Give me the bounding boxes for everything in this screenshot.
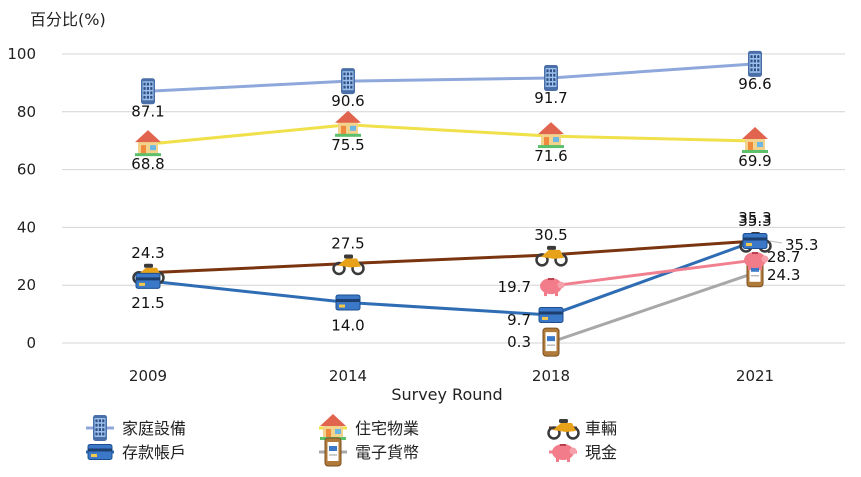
- phone-icon: [748, 50, 762, 77]
- grid-lines: [62, 53, 845, 344]
- legend-label: 現金: [585, 443, 617, 462]
- y-tick-label: 40: [17, 218, 36, 236]
- data-label: 28.7: [767, 248, 800, 266]
- y-axis-title: 百分比(%): [30, 10, 106, 29]
- piggy-bank-icon: [744, 252, 769, 271]
- legend-label: 車輛: [585, 419, 617, 438]
- data-label: 14.0: [331, 317, 364, 335]
- legend-label: 家庭設備: [122, 419, 186, 438]
- series-layer: [132, 50, 772, 357]
- data-label: 90.6: [331, 92, 364, 110]
- data-label: 91.7: [534, 89, 567, 107]
- legend-item: 車輛: [547, 419, 617, 440]
- house-icon: [538, 122, 564, 149]
- house-icon: [335, 110, 361, 137]
- data-label: 87.1: [131, 102, 164, 120]
- piggy-bank-icon: [540, 278, 565, 297]
- data-label: 21.5: [131, 294, 164, 312]
- bank-card-icon: [538, 306, 564, 323]
- data-labels: 87.1 90.6 91.7 96.6 68.8 75.5 71.6 69.9 24.3 27.5…: [131, 75, 818, 351]
- series-line: [550, 258, 756, 288]
- y-tick-label: 100: [7, 45, 36, 63]
- x-axis-ticks: 2009 2014 2018 2021: [129, 367, 774, 385]
- legend-item: 存款帳戶: [86, 443, 186, 462]
- house-icon: [742, 126, 768, 153]
- series-line: [147, 62, 756, 93]
- x-tick-label: 2009: [129, 367, 167, 385]
- bank-card-icon: [742, 232, 768, 249]
- data-label: 75.5: [331, 136, 364, 154]
- legend-label: 存款帳戶: [122, 443, 186, 462]
- phone-icon: [93, 415, 107, 441]
- data-label: 24.3: [131, 244, 164, 262]
- data-label: 27.5: [331, 235, 364, 253]
- series-line: [550, 271, 756, 344]
- legend-item: 現金: [549, 443, 617, 462]
- motorcycle-icon: [535, 245, 568, 267]
- legend-item: 住宅物業: [319, 414, 419, 440]
- data-label: 71.6: [534, 147, 567, 165]
- bank-card-icon: [87, 444, 113, 460]
- x-tick-label: 2018: [532, 367, 570, 385]
- x-tick-label: 2021: [736, 367, 774, 385]
- data-label: 24.3: [767, 266, 800, 284]
- data-label: 96.6: [738, 75, 771, 93]
- data-label: 30.5: [534, 226, 567, 244]
- piggy-bank-icon: [552, 444, 577, 462]
- data-label: 69.9: [738, 152, 771, 170]
- y-tick-label: 20: [17, 276, 36, 294]
- series-line: [147, 239, 756, 317]
- e-wallet-icon: [324, 437, 342, 467]
- legend-label: 電子貨幣: [355, 443, 419, 462]
- legend-item: 家庭設備: [86, 415, 186, 441]
- legend-item: 電子貨幣: [319, 437, 419, 467]
- data-label: 9.7: [507, 311, 531, 329]
- x-tick-label: 2014: [329, 367, 367, 385]
- x-axis-title: Survey Round: [391, 385, 502, 404]
- data-label: 68.8: [131, 155, 164, 173]
- y-tick-label: 60: [17, 161, 36, 179]
- y-tick-label: 0: [26, 334, 36, 352]
- phone-icon: [544, 64, 558, 91]
- house-icon: [135, 130, 161, 157]
- e-wallet-icon: [542, 327, 560, 357]
- data-label: 35.3: [738, 212, 771, 230]
- y-axis-ticks: 0 20 40 60 80 100: [7, 45, 36, 352]
- y-tick-label: 80: [17, 103, 36, 121]
- series-line: [147, 239, 756, 275]
- data-label: 0.3: [507, 333, 531, 351]
- legend-label: 住宅物業: [355, 419, 419, 438]
- data-label: 35.3: [785, 236, 818, 254]
- data-label: 19.7: [498, 278, 531, 296]
- motorcycle-icon: [547, 419, 580, 440]
- bank-card-icon: [335, 294, 361, 311]
- phone-icon: [341, 68, 355, 95]
- data-label: 35.3: [738, 209, 771, 227]
- house-icon: [320, 414, 346, 440]
- label-connector: [769, 240, 783, 244]
- series-line: [147, 123, 756, 146]
- phone-icon: [141, 78, 155, 105]
- motorcycle-icon: [332, 254, 365, 276]
- bank-card-icon: [135, 272, 161, 289]
